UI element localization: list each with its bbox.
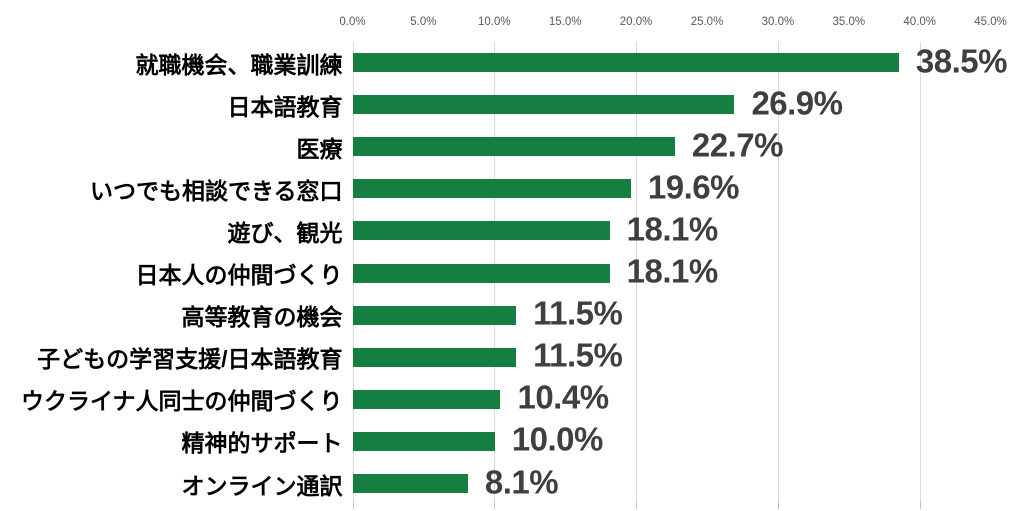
bar (353, 431, 495, 451)
bar (353, 179, 631, 199)
value-label: 22.7% (691, 126, 784, 164)
x-axis-tick-label: 25.0% (690, 16, 724, 28)
category-label: 医療 (296, 135, 343, 162)
x-axis-tick-label: 20.0% (619, 16, 653, 28)
bar (353, 347, 517, 367)
bar (353, 95, 735, 115)
value-label: 18.1% (626, 252, 719, 290)
x-axis-tick-label: 45.0% (974, 16, 1007, 28)
value-label: 19.6% (647, 168, 740, 206)
category-label: 日本人の仲間づくり (135, 262, 343, 288)
category-label: 日本語教育 (227, 93, 343, 120)
axis-tick-mark (636, 502, 638, 509)
gridline (777, 42, 779, 502)
category-label: 就職機会、職業訓練 (135, 51, 343, 78)
category-label: いつでも相談できる窓口 (89, 177, 343, 204)
value-label: 18.1% (626, 210, 719, 248)
axis-tick-mark (494, 502, 496, 509)
value-label: 10.4% (517, 378, 609, 416)
bar (353, 305, 517, 325)
x-axis-tick-label: 35.0% (832, 16, 866, 28)
value-label: 38.5% (915, 41, 1008, 79)
bar (353, 137, 675, 157)
value-label: 11.5% (533, 294, 623, 332)
category-label: オンライン通訳 (181, 472, 343, 499)
category-label: 遊び、観光 (227, 219, 343, 246)
category-label: 高等教育の機会 (181, 304, 343, 331)
x-axis-tick-label: 0.0% (339, 16, 366, 28)
gridline (636, 42, 638, 502)
bar (353, 263, 610, 283)
category-label: ウクライナ人同士の仲間づくり (20, 388, 343, 415)
category-label: 子どもの学習支援/日本語教育 (37, 346, 343, 373)
value-label: 8.1% (484, 462, 559, 500)
x-axis-tick-label: 40.0% (903, 16, 936, 28)
bar (353, 474, 468, 493)
x-axis-tick-label: 30.0% (761, 16, 795, 28)
x-axis-tick-label: 5.0% (410, 16, 437, 28)
x-axis-tick-label: 15.0% (548, 16, 582, 28)
value-label: 10.0% (511, 420, 604, 458)
axis-tick-mark (919, 502, 921, 509)
axis-tick-mark (777, 502, 779, 509)
x-axis-tick-label: 10.0% (477, 16, 511, 28)
value-label: 11.5% (533, 336, 623, 374)
category-label: 精神的サポート (181, 430, 343, 457)
gridline (919, 42, 921, 502)
axis-tick-mark (352, 502, 354, 509)
value-label: 26.9% (751, 84, 843, 122)
bar (353, 221, 610, 241)
bar (353, 389, 501, 409)
bar (353, 53, 899, 72)
